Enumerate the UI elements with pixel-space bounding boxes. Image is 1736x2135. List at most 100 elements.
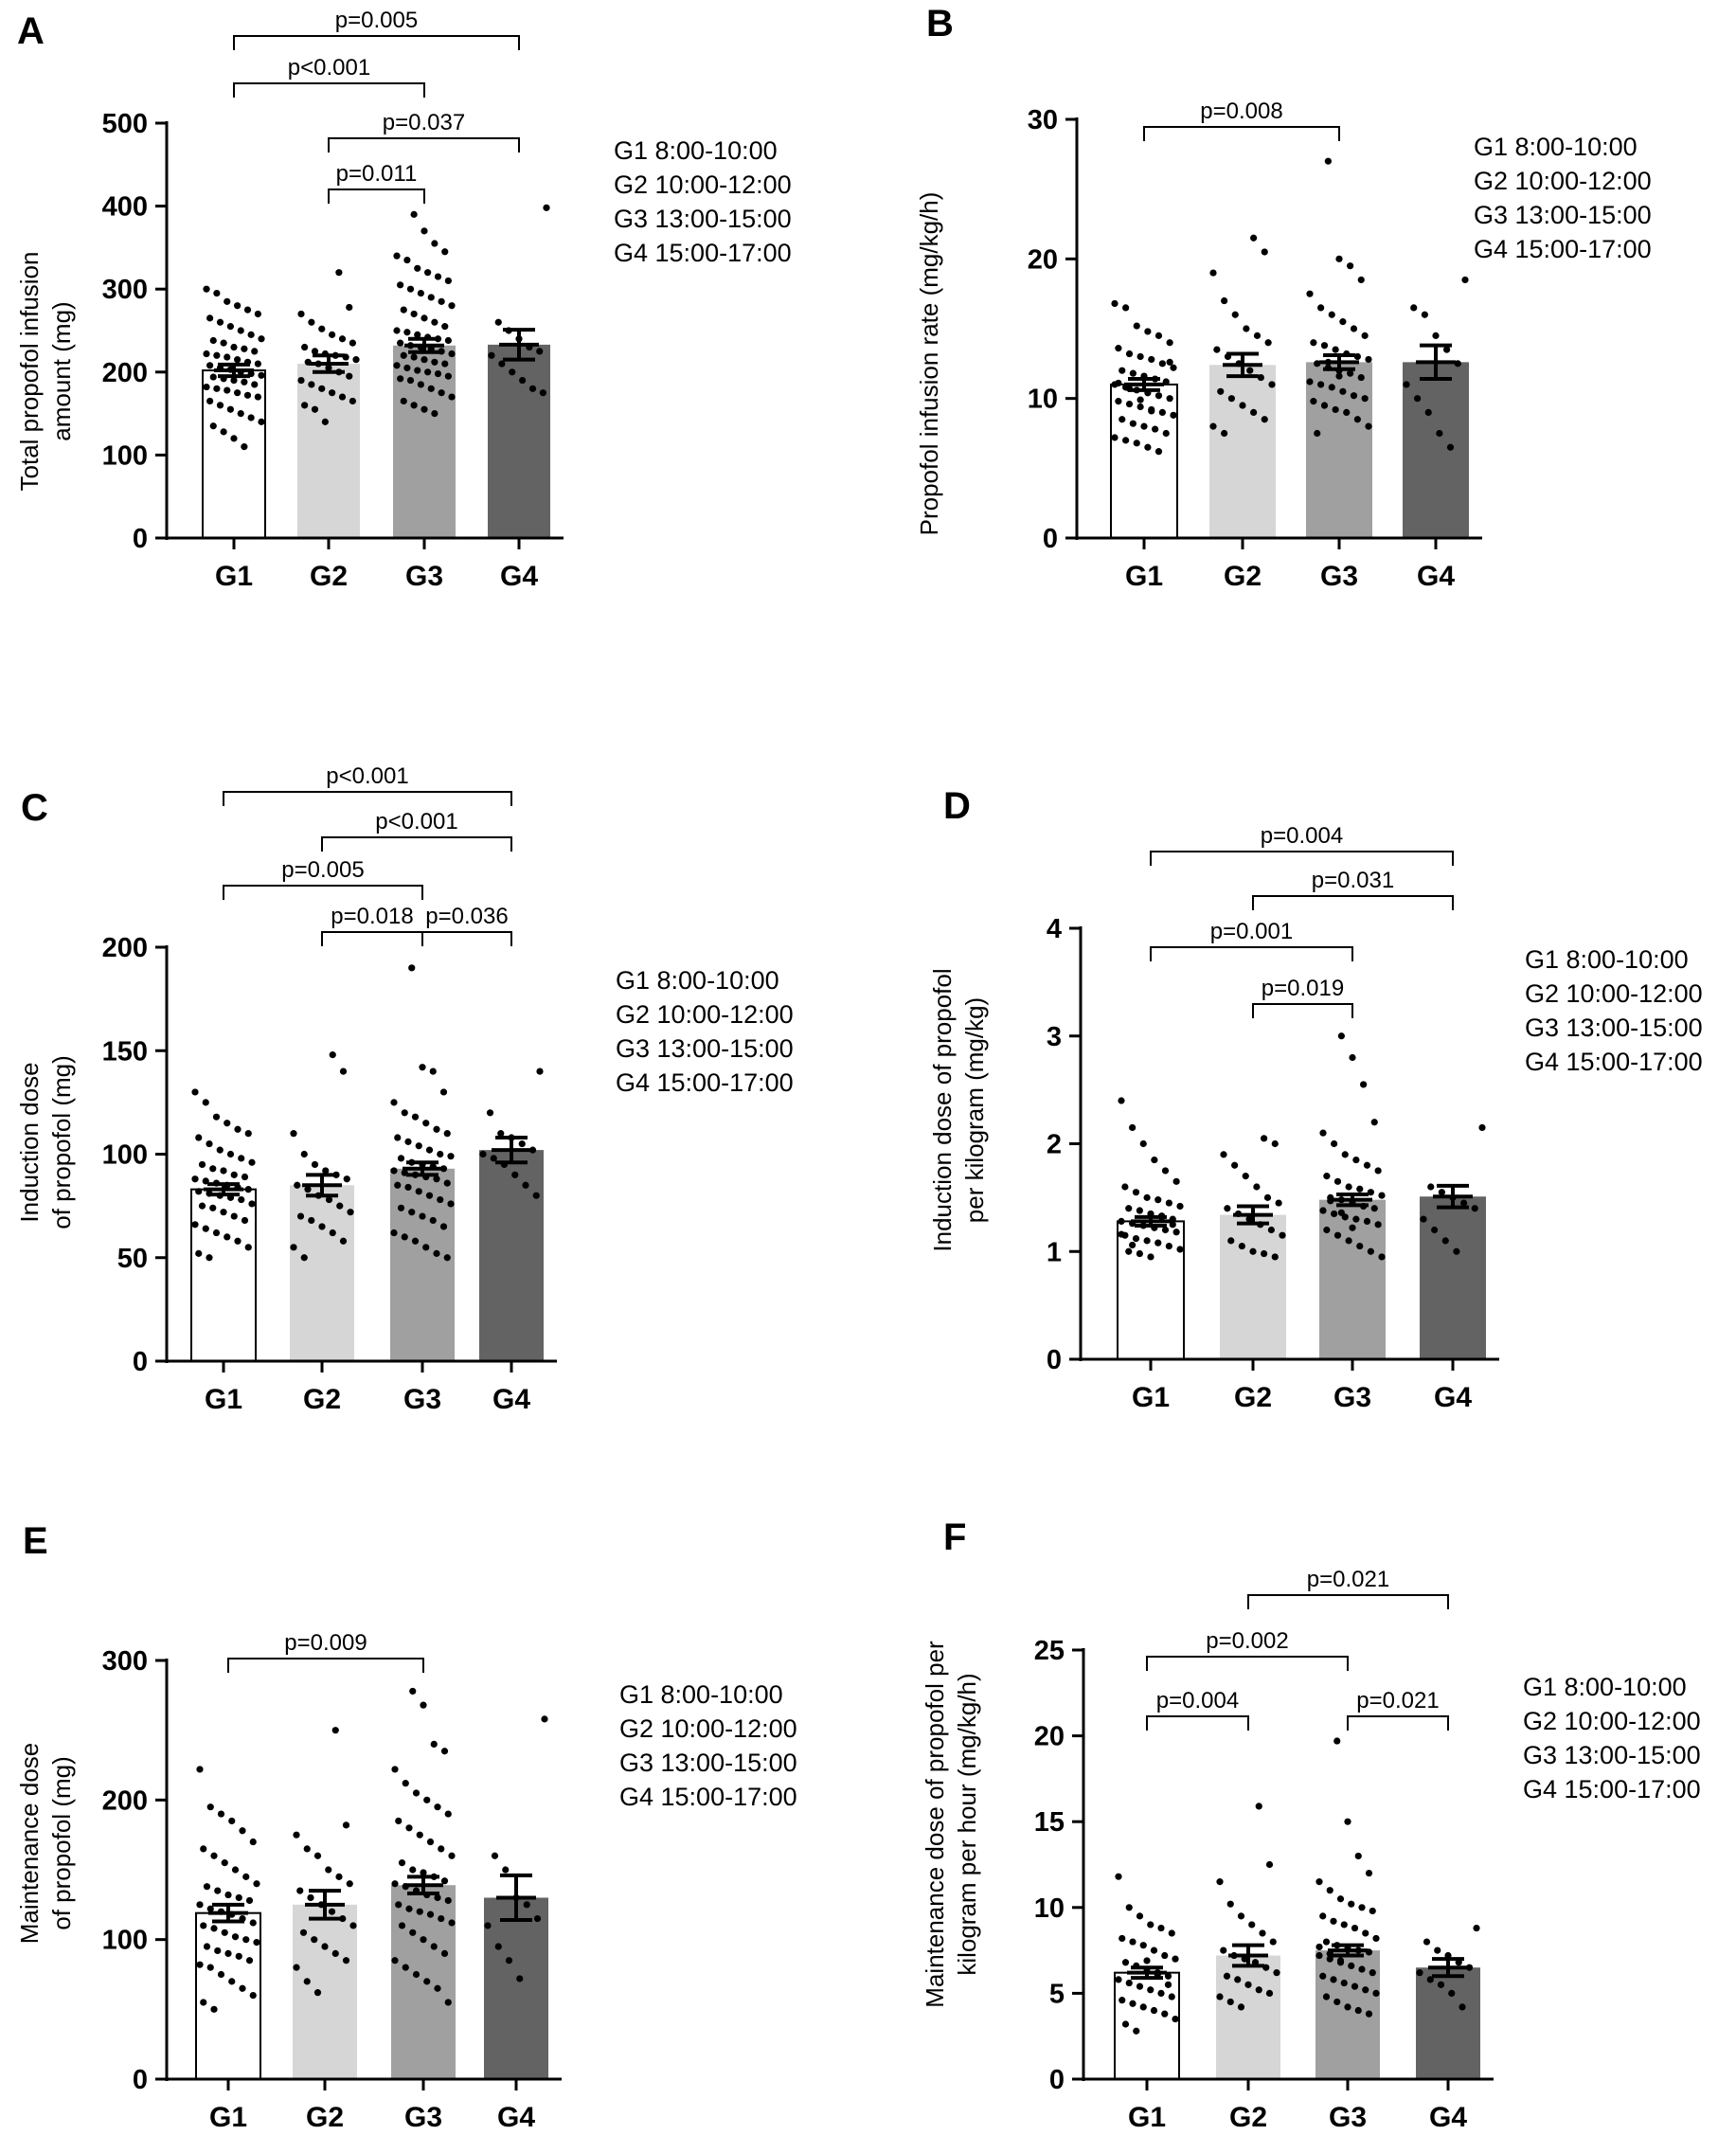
data-point [196,1901,204,1909]
data-point [241,345,248,352]
data-point [1322,1993,1331,2000]
data-point [1370,1119,1378,1126]
data-point [1448,1989,1456,1997]
data-point [433,1175,440,1183]
time-legend: G1 8:00-10:00 G2 10:00-12:00 G3 13:00-15:0… [1474,133,1652,263]
data-point [293,1964,300,1971]
data-point [411,1113,420,1121]
data-point [206,1254,213,1262]
data-point [536,1068,544,1075]
data-point [216,402,224,409]
data-point [1265,1860,1274,1869]
x-tick-label: G1 [215,561,253,592]
data-point [1243,325,1250,332]
data-point [400,351,407,359]
data-point [447,1200,455,1208]
data-point [325,1866,332,1874]
data-point [203,1943,211,1950]
data-point [1269,1938,1277,1946]
data-point [296,1887,304,1894]
data-point [443,1179,451,1187]
data-point [336,1202,344,1210]
data-point [430,1943,438,1950]
data-point [213,351,221,359]
data-point [290,1130,297,1138]
legend-entry: G4 15:00-17:00 [1525,1048,1703,1076]
p-value-label: p=0.002 [1206,1628,1288,1654]
y-tick-label: 4 [1047,914,1062,944]
p-value-label: p=0.031 [1312,868,1394,893]
data-point [1453,1247,1460,1255]
data-point [224,1891,232,1899]
data-point [444,1896,452,1905]
data-point [1169,1215,1176,1223]
data-point [430,1740,438,1748]
data-point [1471,1205,1478,1212]
data-point [206,314,214,322]
data-point [1335,372,1343,380]
data-point [425,1146,434,1154]
data-point [1129,2000,1136,2007]
x-tick-label: G3 [1333,1382,1371,1413]
data-point [1125,1205,1133,1212]
data-point [433,1249,440,1257]
data-point [253,1880,260,1888]
data-point [1315,1878,1323,1886]
data-point [441,248,449,256]
p-value-label: p=0.019 [1262,976,1344,1001]
y-axis-label-line: Maintenance dose of propofol per [921,1641,949,2008]
data-point [439,1088,448,1096]
data-point [541,1715,548,1723]
data-point [237,327,244,334]
data-point [1111,299,1119,308]
data-point [1369,1907,1376,1915]
data-point [1323,1173,1331,1180]
data-point [1150,1947,1158,1954]
data-point [1129,420,1136,427]
y-tick-label: 25 [1034,1636,1065,1666]
data-point [206,397,214,405]
p-value-label: p<0.001 [375,809,457,834]
data-point [1227,1237,1235,1245]
data-point [1249,1247,1257,1255]
data-point [329,331,336,338]
y-tick-label: 0 [1049,2065,1065,2095]
data-point [318,1223,326,1230]
data-point [1250,234,1258,242]
data-point [1115,398,1122,405]
data-point [1257,373,1264,382]
bar-g4 [488,344,550,538]
data-point [1255,1803,1262,1810]
bar-g2 [290,1185,354,1361]
data-point [234,389,242,397]
x-tick-label: G2 [1229,2102,1267,2133]
data-point [248,1158,256,1166]
data-point [403,329,411,336]
data-point [1119,416,1126,423]
data-point [244,1186,252,1193]
data-point [328,1908,336,1915]
data-point [1147,1921,1154,1929]
data-point [311,348,319,355]
data-point [209,1165,217,1173]
data-point [1136,1207,1143,1214]
data-point [438,1914,445,1923]
x-tick-label: G2 [310,561,348,592]
x-tick-label: G3 [1329,2102,1367,2133]
data-point [217,1970,225,1979]
p-value-label: p=0.004 [1261,823,1343,849]
data-point [338,335,347,343]
data-point [195,1249,203,1257]
data-point [1414,395,1422,403]
data-point [251,381,259,388]
data-point [434,1984,441,1992]
data-point [1227,395,1235,403]
data-point [198,1160,206,1169]
data-point [220,339,227,347]
x-tick-label: G1 [205,1384,242,1415]
data-point [1351,1982,1359,1990]
data-point [226,1150,235,1158]
data-point [511,1171,519,1178]
data-point [1358,1904,1366,1911]
data-point [329,1229,336,1237]
